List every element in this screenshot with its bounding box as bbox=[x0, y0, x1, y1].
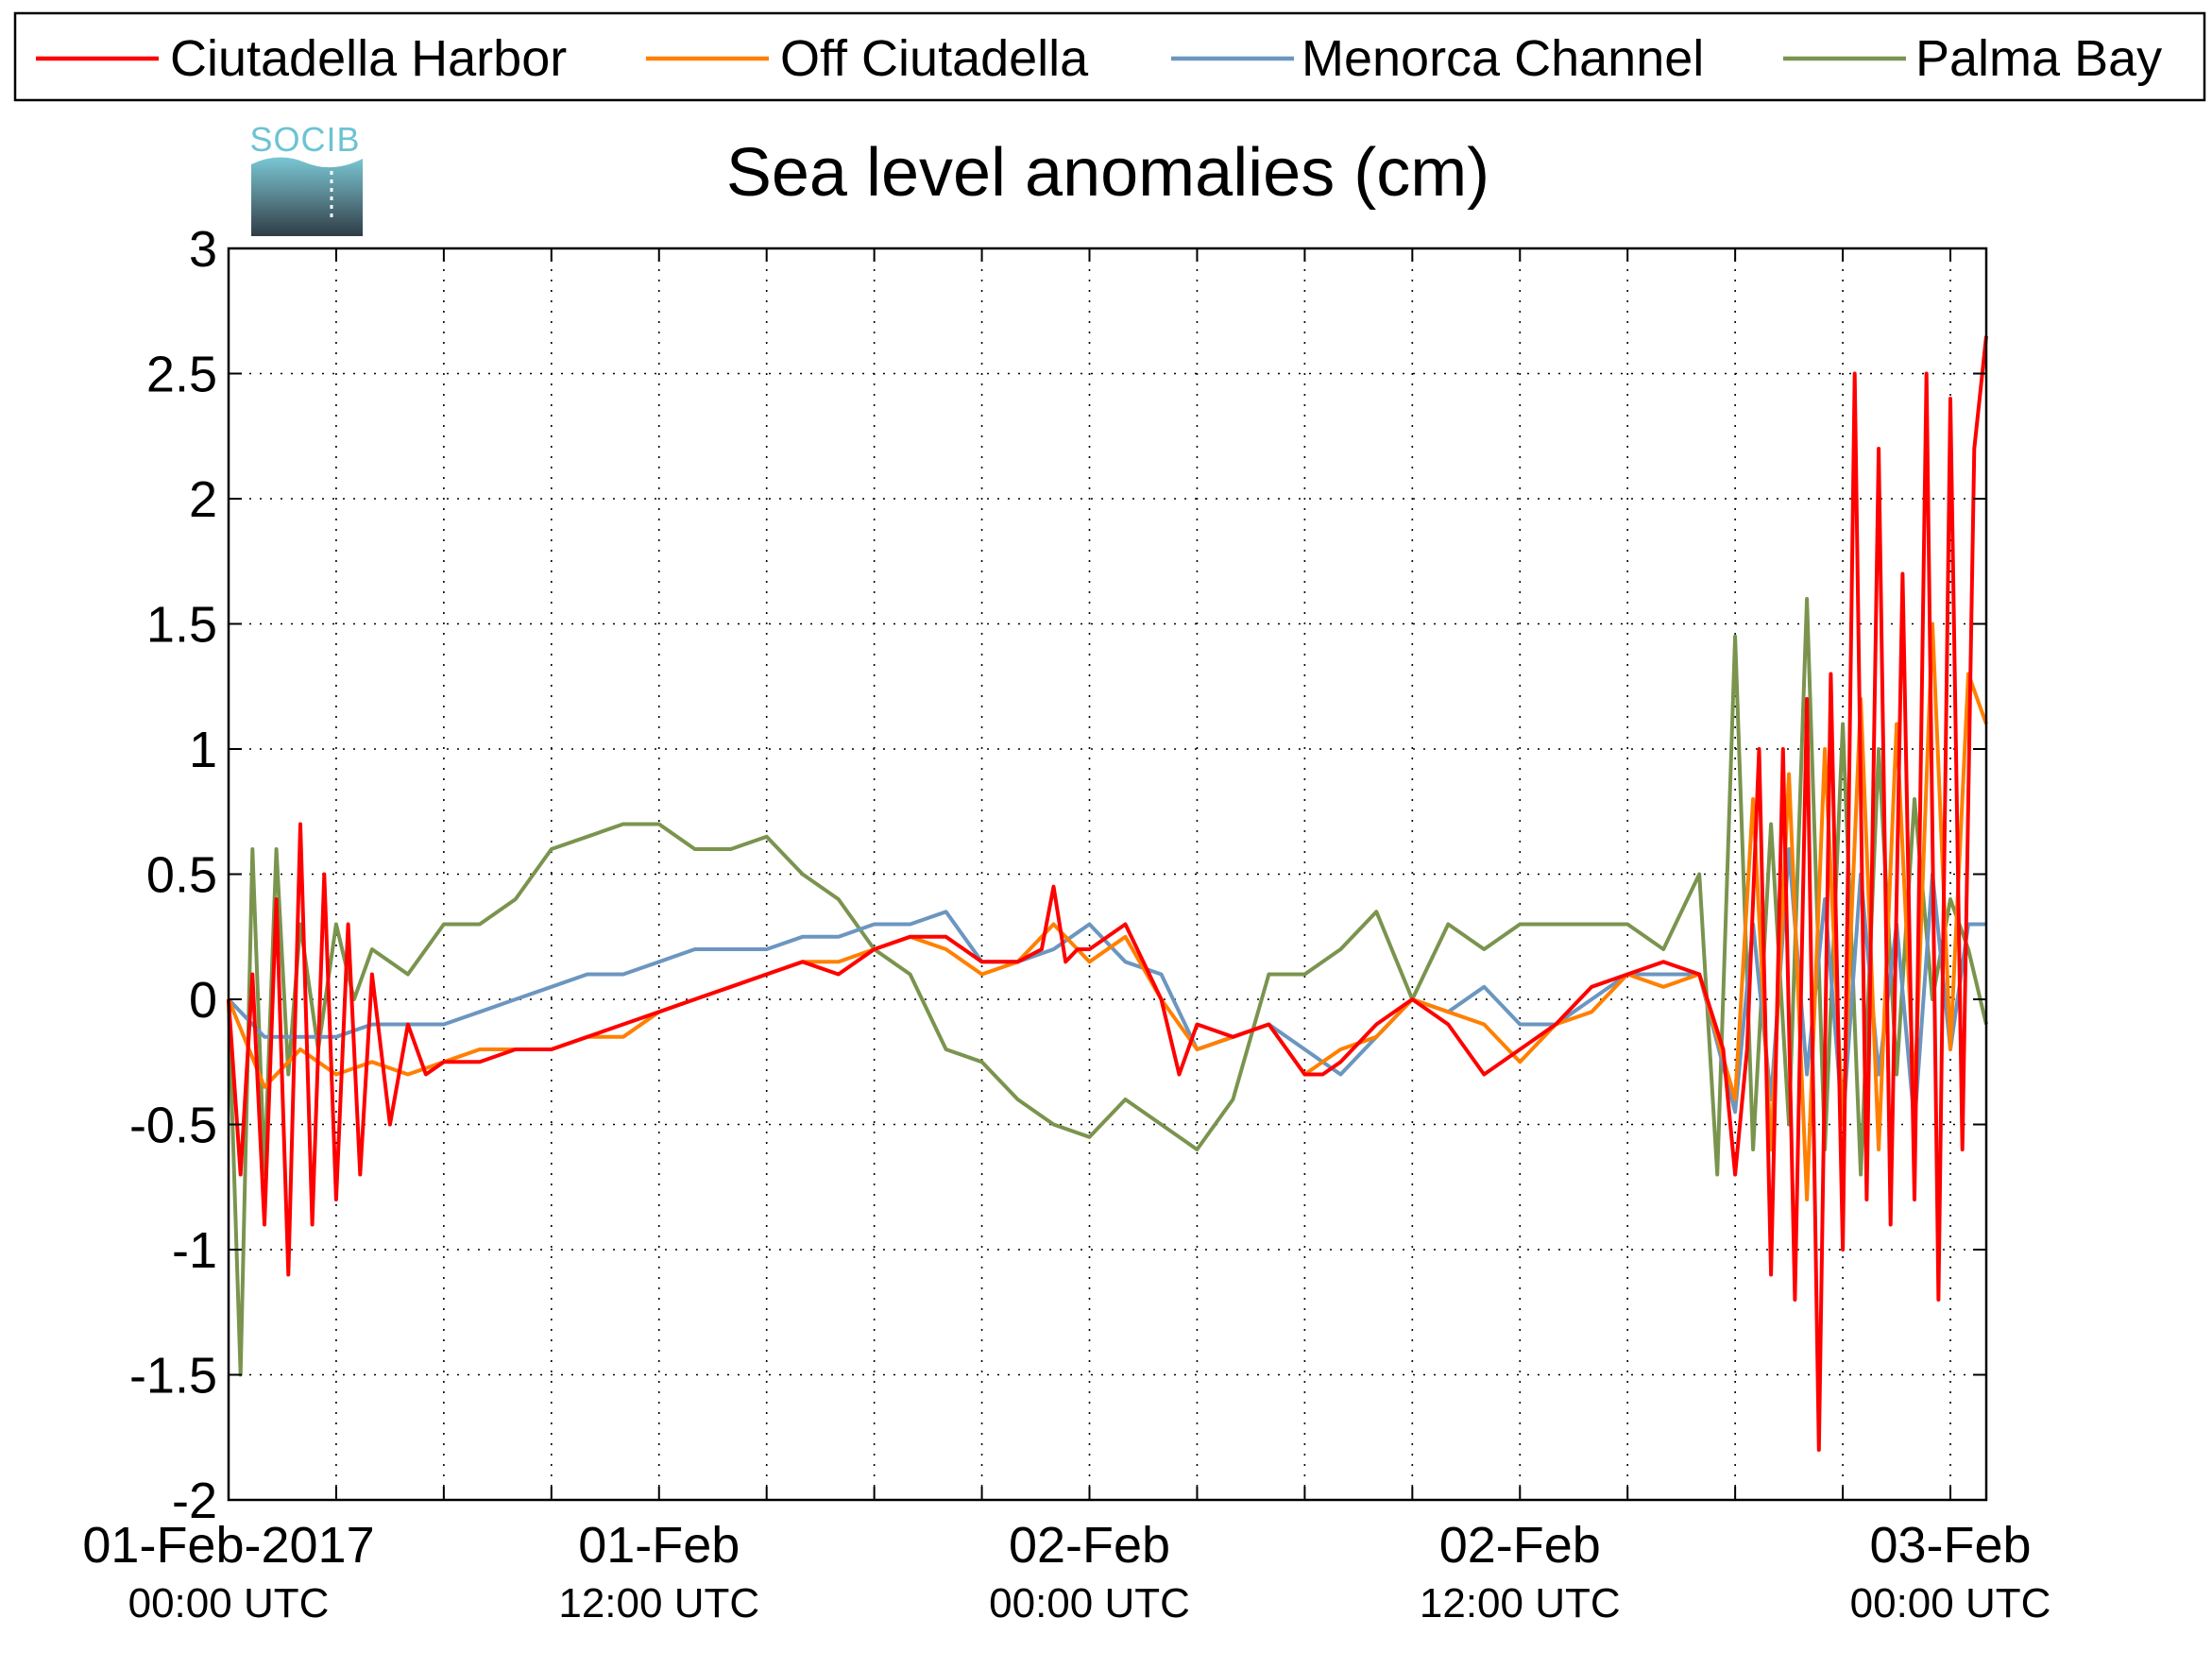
y-tick-label: 1.5 bbox=[146, 597, 217, 654]
legend-entry-ciutadella-harbor: Ciutadella Harbor bbox=[36, 30, 567, 87]
legend-label-off-ciutadella: Off Ciutadella bbox=[780, 30, 1089, 87]
y-tick-label: 3 bbox=[189, 221, 217, 278]
plot-background bbox=[229, 248, 1986, 1500]
legend-label-menorca-channel: Menorca Channel bbox=[1302, 30, 1704, 87]
y-tick-label: 1 bbox=[189, 722, 217, 778]
legend: Ciutadella Harbor Off Ciutadella Menorca… bbox=[13, 11, 2206, 102]
x-tick-label-date: 02-Feb bbox=[1439, 1517, 1601, 1574]
series-line-palma-bay bbox=[227, 597, 1988, 1377]
legend-entry-palma-bay: Palma Bay bbox=[1783, 30, 2162, 87]
x-tick-label-date: 01-Feb bbox=[578, 1517, 740, 1574]
x-tick-labels: 01-Feb-2017 00:00 UTC 01-Feb 12:00 UTC 02-Fe… bbox=[82, 1517, 2050, 1626]
y-tick-label: 0 bbox=[189, 972, 217, 1029]
y-tick-label: -1 bbox=[172, 1222, 217, 1279]
y-tick-label: 0.5 bbox=[146, 847, 217, 904]
x-tick-label-time: 00:00 UTC bbox=[989, 1580, 1190, 1626]
plot-area: -2 -1.5 -1 -0.5 0 0.5 1 1.5 2 2.5 3 01-Feb-2017 00:… bbox=[82, 221, 2050, 1626]
legend-entry-off-ciutadella: Off Ciutadella bbox=[646, 30, 1089, 87]
y-tick-label: -1.5 bbox=[129, 1348, 217, 1405]
legend-label-ciutadella-harbor: Ciutadella Harbor bbox=[170, 30, 567, 87]
y-tick-labels: -2 -1.5 -1 -0.5 0 0.5 1 1.5 2 2.5 3 bbox=[129, 221, 217, 1529]
y-tick-label: 2.5 bbox=[146, 347, 217, 403]
logo-text: SOCIB bbox=[249, 120, 360, 159]
x-tick-label-time: 00:00 UTC bbox=[128, 1580, 330, 1626]
chart-title: Sea level anomalies (cm) bbox=[726, 135, 1489, 211]
x-tick-label-date: 02-Feb bbox=[1009, 1517, 1170, 1574]
series-line-ciutadella-harbor bbox=[227, 335, 1988, 1452]
y-tick-label: -0.5 bbox=[129, 1098, 217, 1154]
y-tick-label: 2 bbox=[189, 471, 217, 528]
legend-entry-menorca-channel: Menorca Channel bbox=[1171, 30, 1704, 87]
socib-logo: SOCIB bbox=[249, 120, 363, 236]
logo-wave bbox=[251, 157, 363, 236]
x-tick-label-time: 12:00 UTC bbox=[558, 1580, 759, 1626]
y-tick-label: -2 bbox=[172, 1473, 217, 1529]
x-tick-label-time: 00:00 UTC bbox=[1850, 1580, 2051, 1626]
legend-label-palma-bay: Palma Bay bbox=[1915, 30, 2162, 87]
tick-marks bbox=[228, 247, 1986, 1501]
x-tick-label-time: 12:00 UTC bbox=[1420, 1580, 1621, 1626]
x-tick-label-date: 03-Feb bbox=[1869, 1517, 2031, 1574]
series-layer bbox=[227, 335, 1988, 1452]
x-tick-label-date: 01-Feb-2017 bbox=[82, 1517, 374, 1574]
